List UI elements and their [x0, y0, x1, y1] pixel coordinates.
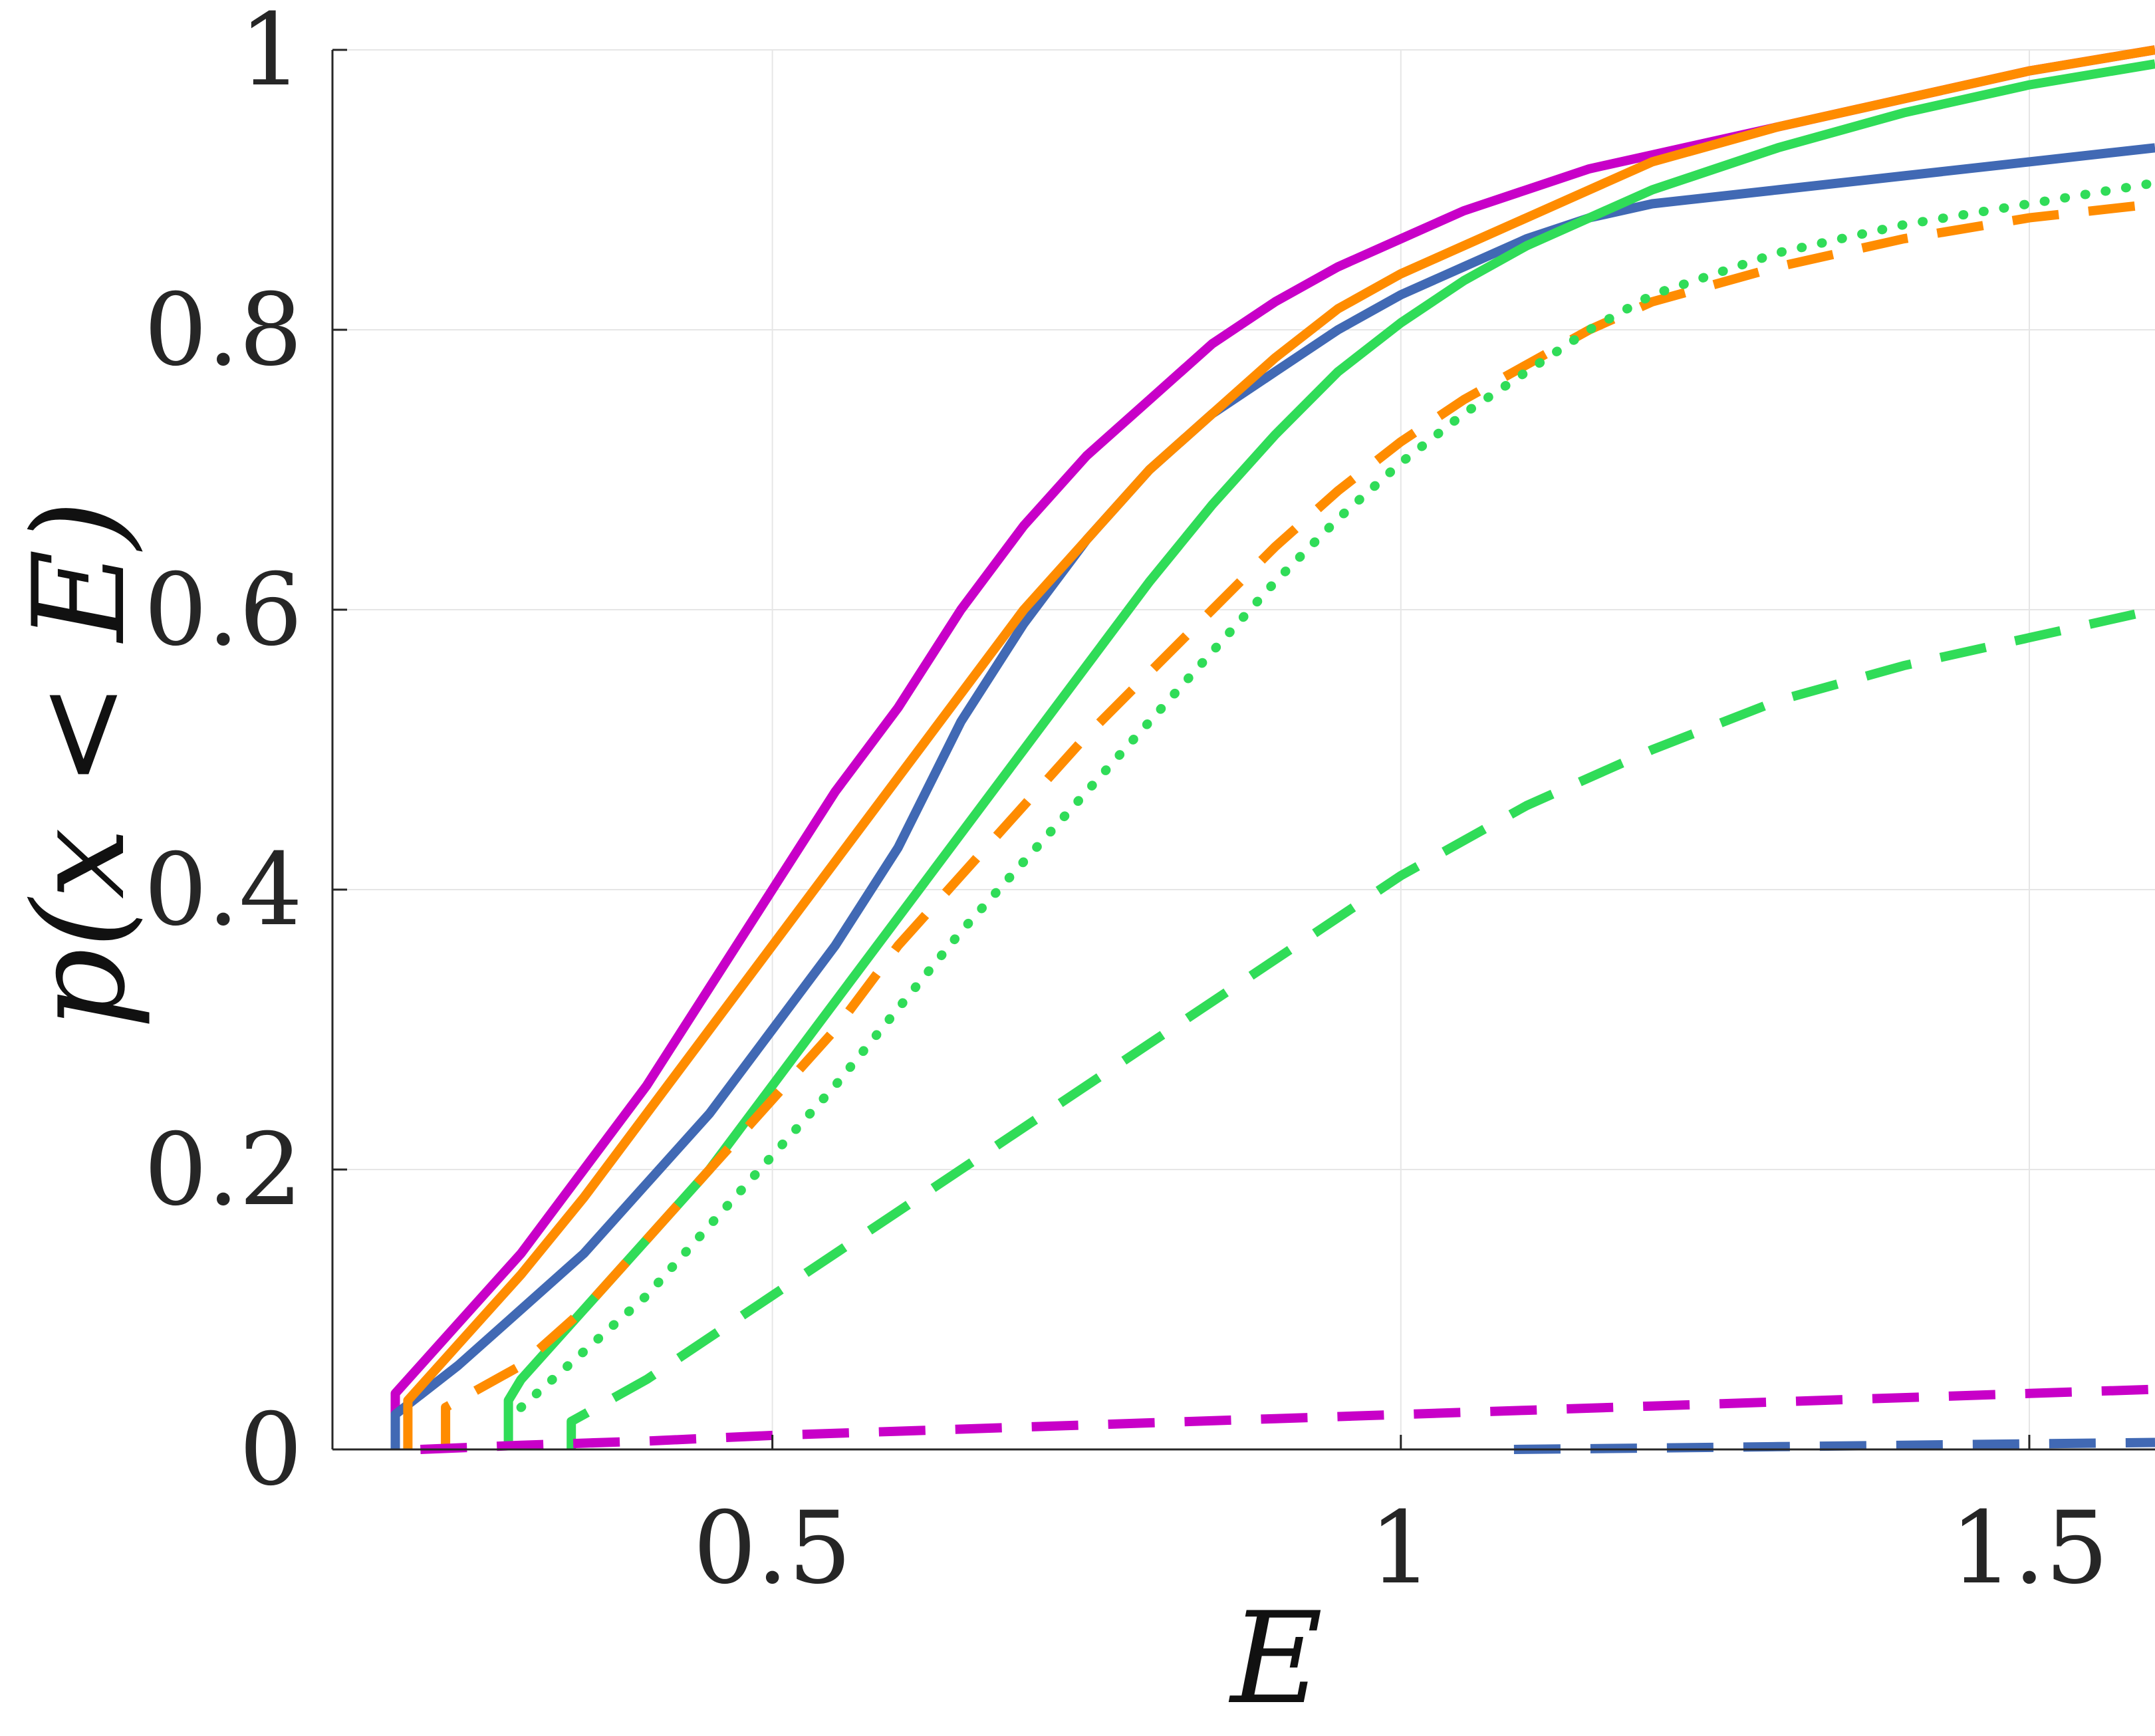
series-line-9-dashed	[1513, 1437, 2155, 1454]
tick-labels: 0.5 1 1.5 0 0.2 0.4 0.6 0.8 1	[144, 0, 2108, 1606]
series-line-3-solid	[403, 45, 2155, 1449]
x-tick-label: 0.5	[693, 1491, 852, 1606]
tick-marks	[332, 49, 2031, 1451]
axes	[331, 50, 2155, 1451]
series-line-1-solid	[390, 45, 2155, 1449]
y-tick-label: 0.2	[144, 1112, 303, 1228]
y-tick-label: 1	[239, 0, 303, 108]
y-tick-label: 0.4	[144, 832, 303, 948]
y-tick-label: 0	[239, 1392, 303, 1508]
series-line-7-dashed	[567, 605, 2155, 1449]
series-lines	[390, 45, 2155, 1454]
y-tick-label: 0.8	[144, 273, 303, 388]
x-tick-label: 1.5	[1950, 1491, 2109, 1606]
x-tick-label: 1	[1369, 1491, 1432, 1606]
y-tick-label: 0.6	[144, 553, 303, 668]
x-axis-label: E	[1229, 1585, 1323, 1732]
series-line-8-dashed	[420, 1384, 2155, 1454]
y-axis-label: p(x < E)	[6, 500, 153, 1029]
series-line-5-dashed	[441, 199, 2155, 1449]
